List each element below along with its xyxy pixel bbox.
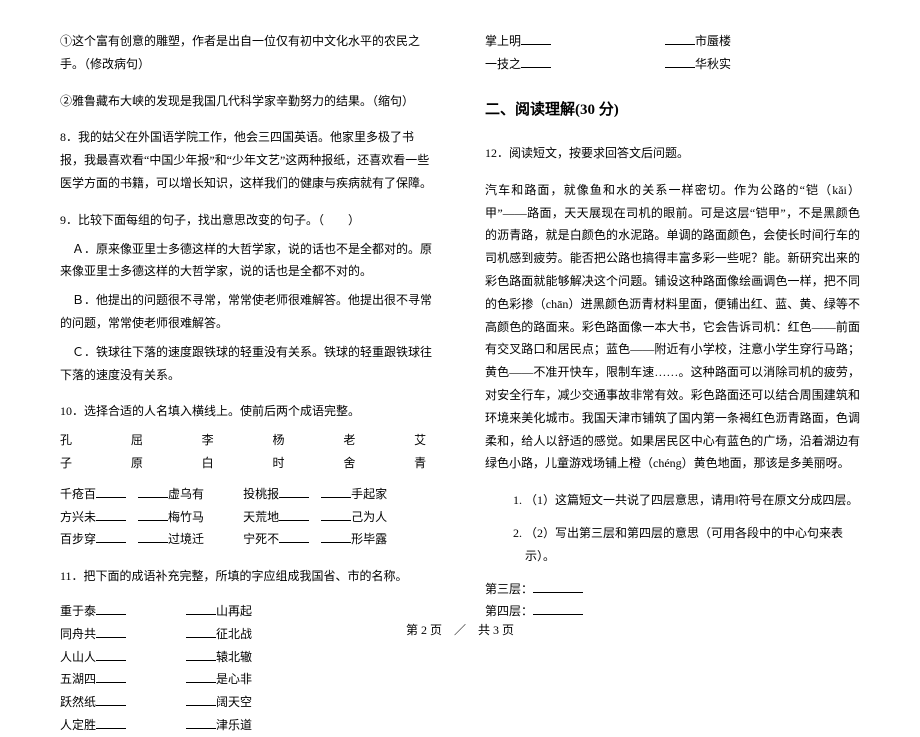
sub-question-1: （1）这篇短文一共说了四层意思，请用‖符号在原文分成四层。 [525,489,860,512]
q9-opt-a: Ａ．原来像亚里士多德这样的大哲学家，说的话也不是全都对的。原来像亚里士多德这样的… [60,238,435,284]
q11-fill-row: 五湖四 是心非 [60,668,435,691]
fill-pair: 方兴未 梅竹马 [60,510,204,524]
q9-opt-b: Ｂ．他提出的问题很不寻常，常常使老师很难解答。他提出很不寻常的问题，常常使老师很… [60,289,435,335]
answer-layer-4: 第四层： [485,600,860,623]
answer-layer-3: 第三层： [485,578,860,601]
question-10: 10．选择合适的人名填入横线上。使前后两个成语完整。 [60,400,435,423]
name-item: 李白 [202,429,223,475]
name-item: 屈原 [131,429,152,475]
name-list: 孔子 屈原 李白 杨时 老舍 艾青 [60,429,435,475]
name-item: 杨时 [272,429,293,475]
q10-fill-row-1: 千疮百 虚乌有 投桃报 手起家 [60,483,435,506]
q11-continued: 掌上明 市蜃楼 一技之 华秋实 [485,30,860,76]
passage-text: 汽车和路面，就像鱼和水的关系一样密切。作为公路的“铠（kǎi）甲”——路面，天天… [485,179,860,475]
q11-fill-row: 人定胜 津乐道 [60,714,435,737]
name-item: 孔子 [60,429,81,475]
q10-fill-row-2: 方兴未 梅竹马 天荒地 己为人 [60,506,435,529]
fill-pair: 宁死不 形毕露 [243,532,387,546]
fill-pair: 天荒地 己为人 [243,510,387,524]
section-2-title: 二、阅读理解(30 分) [485,96,860,125]
left-column: ①这个富有创意的雕塑，作者是出自一位仅有初中文化水平的农民之手。（修改病句） ②… [60,30,435,590]
sentence-2: ②雅鲁藏布大峡的发现是我国几代科学家辛勤努力的结果。（缩句） [60,90,435,113]
q11-fill-row: 掌上明 市蜃楼 [485,30,860,53]
name-item: 老舍 [343,429,364,475]
fill-pair: 千疮百 虚乌有 [60,487,204,501]
q10-fill-row-3: 百步穿 过境迁 宁死不 形毕露 [60,528,435,551]
sentence-1: ①这个富有创意的雕塑，作者是出自一位仅有初中文化水平的农民之手。（修改病句） [60,30,435,76]
name-item: 艾青 [414,429,435,475]
q11-fill-row: 重于泰 山再起 [60,600,435,623]
page-footer: 第 2 页 ／ 共 3 页 [0,621,920,638]
fill-pair: 投桃报 手起家 [243,487,387,501]
sub-question-2: （2）写出第三层和第四层的意思（可用各段中的中心句来表示）。 [525,522,860,568]
fill-pair: 百步穿 过境迁 [60,532,204,546]
q11-fill-row: 跃然纸 阔天空 [60,691,435,714]
right-column: 掌上明 市蜃楼 一技之 华秋实 二、阅读理解(30 分) 12．阅读短文，按要求… [485,30,860,590]
q11-fill-row: 一技之 华秋实 [485,53,860,76]
question-9: 9．比较下面每组的句子，找出意思改变的句子。（ ） [60,209,435,232]
question-11: 11．把下面的成语补充完整，所填的字应组成我国省、市的名称。 [60,565,435,588]
q9-opt-c: Ｃ．铁球往下落的速度跟铁球的轻重没有关系。铁球的轻重跟铁球往下落的速度没有关系。 [60,341,435,387]
sub-questions: （1）这篇短文一共说了四层意思，请用‖符号在原文分成四层。 （2）写出第三层和第… [525,489,860,567]
q11-fill-row: 人山人 辕北辙 [60,646,435,669]
question-8: 8．我的姑父在外国语学院工作，他会三四国英语。他家里多极了书报，我最喜欢看“中国… [60,126,435,194]
question-12: 12．阅读短文，按要求回答文后问题。 [485,142,860,165]
